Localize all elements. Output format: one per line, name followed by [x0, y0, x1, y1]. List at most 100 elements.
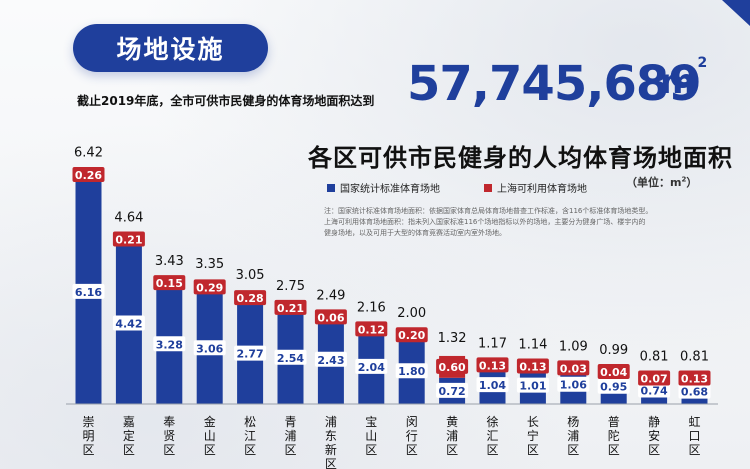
data-label-box	[597, 363, 630, 379]
category-label: 区	[486, 443, 498, 457]
legend-swatch-blue	[327, 183, 335, 192]
data-label-box	[516, 377, 549, 393]
data-label-box	[638, 370, 671, 386]
data-label-total: 2.00	[397, 306, 426, 321]
data-label-national: 2.04	[358, 361, 385, 374]
data-label-total: 4.64	[114, 210, 143, 225]
category-label: 区	[567, 443, 579, 457]
category-label: 徐	[486, 414, 498, 429]
category-label: 浦	[325, 415, 337, 429]
data-label-box	[314, 351, 347, 367]
category-label: 区	[608, 443, 620, 457]
data-label-national: 1.04	[479, 379, 506, 392]
category-label: 区	[527, 443, 539, 457]
category-label: 区	[244, 443, 256, 457]
category-label: 区	[123, 443, 135, 457]
data-label-total: 0.81	[680, 350, 709, 365]
category-label: 区	[648, 443, 660, 457]
data-label-box	[395, 327, 428, 343]
total-area-value: 57,745,689	[407, 56, 702, 112]
section-title: 场地设施	[116, 35, 225, 64]
data-label-box	[355, 358, 388, 374]
data-label-box	[193, 279, 226, 295]
category-label: 崇	[82, 415, 94, 429]
data-label-shanghai: 0.15	[156, 277, 183, 290]
data-label-box	[234, 290, 267, 306]
data-label-national: 2.43	[317, 354, 344, 367]
category-label: 贤	[163, 429, 175, 443]
data-label-box	[112, 231, 145, 247]
data-label-shanghai: 0.21	[115, 233, 142, 246]
data-label-box	[112, 315, 145, 331]
category-label: 杨	[567, 414, 579, 429]
category-label: 浦	[446, 429, 458, 443]
data-label-box	[557, 360, 590, 376]
data-label-box	[516, 358, 549, 374]
data-label-shanghai: 0.13	[479, 359, 506, 372]
data-label-shanghai: 0.26	[75, 169, 102, 182]
data-label-national: 1.01	[519, 380, 546, 393]
data-label-total: 1.09	[559, 339, 588, 354]
data-label-total: 3.35	[195, 257, 224, 272]
unit-note: （单位：m2）	[626, 174, 697, 190]
stat-label: 截止2019年底，全市可供市民健身的体育场地面积达到	[77, 94, 375, 108]
data-label-shanghai: 0.13	[681, 373, 708, 386]
data-label-box	[355, 321, 388, 337]
data-label-total: 1.17	[478, 336, 507, 351]
data-label-shanghai: 0.21	[277, 302, 304, 315]
section-title-badge: 场地设施	[73, 24, 268, 72]
category-label: 行	[406, 429, 418, 443]
unit-m: m	[660, 62, 696, 102]
category-label: 山	[204, 429, 216, 443]
data-label-national: 1.80	[398, 365, 425, 378]
unit-superscript: 2	[697, 54, 708, 71]
data-label-box	[153, 336, 186, 352]
data-label-shanghai: 0.04	[600, 366, 627, 379]
unit-note-text: （单位：m	[626, 176, 682, 189]
category-label: 汇	[486, 429, 498, 443]
chart-notes: 注：国家统计标准体育场地面积：依据国家体育总局体育场地普查工作标准，含116个标…	[324, 206, 714, 239]
category-label: 定	[123, 428, 135, 443]
category-label: 静	[648, 415, 660, 429]
legend-swatch-red	[484, 183, 492, 192]
category-label: 区	[688, 443, 700, 457]
unit-note-sup: 2	[681, 175, 687, 184]
category-label: 普	[608, 415, 620, 429]
data-label-box	[72, 167, 105, 183]
category-label: 区	[82, 443, 94, 457]
legend-label-national: 国家统计标准体育场地	[340, 184, 440, 195]
data-label-box	[395, 363, 428, 379]
data-label-shanghai: 0.06	[317, 311, 344, 324]
category-label: 宁	[527, 428, 539, 443]
unit-note-close: ）	[686, 176, 698, 189]
category-label: 区	[204, 443, 216, 457]
category-label: 区	[446, 443, 458, 457]
data-label-shanghai: 0.28	[237, 292, 264, 305]
category-label: 金	[204, 414, 216, 429]
category-label: 口	[688, 429, 700, 443]
data-label-box	[153, 275, 186, 291]
data-label-shanghai: 0.29	[196, 281, 223, 294]
data-label-box	[193, 340, 226, 356]
data-label-total: 1.32	[438, 331, 467, 346]
data-label-total: 6.42	[74, 145, 103, 160]
data-label-box	[678, 383, 711, 399]
data-label-box	[436, 382, 469, 398]
data-label-national: 6.16	[75, 286, 102, 299]
data-label-total: 2.75	[276, 279, 305, 294]
data-label-national: 3.06	[196, 342, 223, 355]
data-label-box	[436, 358, 469, 374]
data-label-box	[638, 382, 671, 398]
data-label-national: 0.74	[641, 385, 668, 398]
data-label-shanghai: 0.03	[560, 362, 587, 375]
category-label: 闵	[406, 414, 418, 429]
category-label: 区	[325, 457, 337, 469]
data-label-national: 0.95	[600, 381, 627, 394]
data-label-shanghai: 0.13	[519, 361, 546, 374]
data-label-box	[476, 357, 509, 373]
category-label: 浦	[284, 429, 296, 443]
data-label-national: 1.06	[560, 379, 587, 392]
data-label-shanghai: 0.12	[358, 323, 385, 336]
